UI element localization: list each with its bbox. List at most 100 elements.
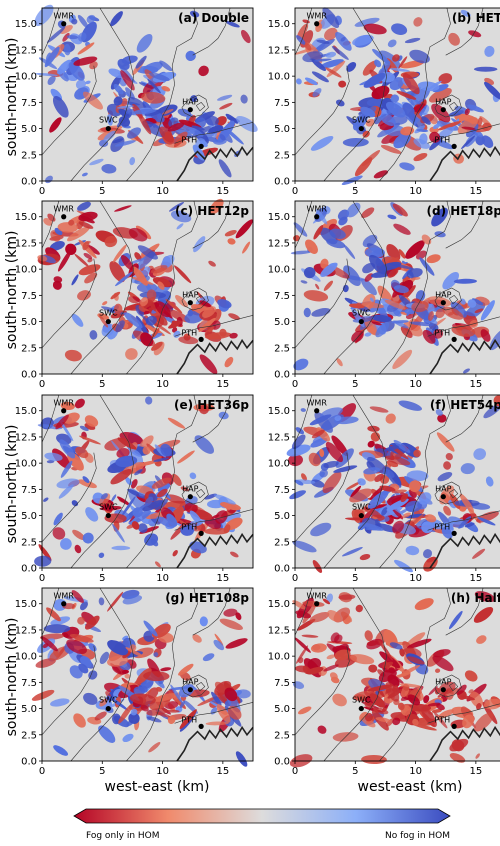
x-tick-label: 0 [39,379,45,390]
y-tick-label: 0.0 [274,757,290,768]
y-tick-label: 10.0 [15,265,37,276]
fog-only-hom-patch [302,600,325,607]
fog-only-hom-patch [327,610,341,622]
fog-only-hom-patch [49,117,62,133]
no-fog-hom-patch [218,159,232,178]
fog-only-hom-patch [311,429,325,439]
terrain-contour [294,7,313,56]
no-fog-hom-patch [132,507,143,518]
fog-only-hom-patch [325,67,342,78]
no-fog-hom-patch [46,459,55,464]
no-fog-hom-patch [323,460,339,469]
no-fog-hom-patch [313,58,332,62]
fog-only-hom-patch [68,219,75,226]
no-fog-hom-patch [101,164,117,174]
no-fog-hom-patch [34,555,52,567]
ylabel-row-2: south-north (km) [4,231,20,350]
fog-only-hom-patch [468,30,482,38]
fog-only-hom-patch [319,448,325,457]
panel-title: (f) HET54p [430,398,500,412]
fog-only-hom-patch [124,673,131,679]
fog-only-hom-patch [421,234,432,245]
fog-only-hom-patch [426,556,436,563]
fog-only-hom-patch [413,153,428,162]
fog-only-hom-patch [322,598,331,605]
y-tick-label: 7.5 [274,291,290,302]
no-fog-hom-patch [130,708,138,716]
fog-only-hom-patch [115,98,128,113]
fog-only-hom-patch [460,695,475,701]
no-fog-hom-patch [217,94,233,101]
x-tick-label: 10 [156,186,169,197]
no-fog-hom-patch [114,140,136,147]
terrain-contour [427,703,500,724]
no-fog-hom-patch [111,494,117,502]
fog-only-hom-patch [134,252,142,261]
fog-only-hom-patch [152,277,171,287]
coastline [176,725,254,762]
terrain-contour [192,587,231,636]
site-label: SWC [352,503,371,512]
y-tick-label: 0.0 [21,370,37,381]
fog-only-hom-patch [428,87,452,103]
y-tick-label: 5.0 [21,124,37,135]
no-fog-hom-patch [391,23,408,35]
no-fog-hom-patch [363,72,386,88]
panel-frame [294,7,500,182]
coastline [429,145,500,182]
fog-only-hom-patch [364,713,374,722]
site-label: SWC [99,503,118,512]
y-tick-label: 5.0 [21,704,37,715]
terrain-contour [41,452,97,542]
fog-only-hom-patch [474,308,484,314]
y-tick-label: 7.5 [21,678,37,689]
fog-difference-patches [34,396,243,568]
no-fog-hom-patch [346,61,357,72]
x-tick-label: 0 [39,766,45,777]
x-tick-label: 5 [99,186,105,197]
no-fog-hom-patch [217,299,232,309]
fog-only-hom-patch [292,600,306,610]
fog-only-hom-patch [55,414,69,430]
fog-difference-patches [290,202,500,374]
no-fog-hom-patch [431,207,448,227]
fog-only-hom-patch [435,308,445,319]
no-fog-hom-patch [88,670,98,680]
site-label: SWC [99,116,118,125]
y-tick-label: 10.0 [268,72,290,83]
fog-only-hom-patch [320,258,329,269]
no-fog-hom-patch [286,444,311,457]
y-tick-label: 2.5 [274,537,290,548]
fog-only-hom-patch [338,594,356,600]
fog-only-hom-patch [230,551,239,558]
fog-only-hom-patch [154,561,161,568]
fog-only-hom-patch [199,354,218,375]
terrain-contour [294,394,313,443]
no-fog-hom-patch [341,175,363,186]
no-fog-hom-patch [303,307,311,318]
no-fog-hom-patch [121,496,136,517]
no-fog-hom-patch [100,493,108,500]
site-label: HAP [182,485,198,494]
x-tick-label: 15 [469,186,482,197]
no-fog-hom-patch [387,214,397,220]
no-fog-hom-patch [304,77,318,86]
no-fog-hom-patch [435,409,443,416]
fog-only-hom-patch [74,544,82,554]
no-fog-hom-patch [432,123,441,130]
fog-only-hom-patch [336,358,343,367]
site-marker [105,318,111,325]
fog-only-hom-patch [86,244,100,255]
fog-only-hom-patch [371,85,390,100]
fog-only-hom-patch [198,65,209,77]
no-fog-hom-patch [189,10,200,18]
fog-only-hom-patch [349,488,373,503]
fog-only-hom-patch [40,636,58,652]
terrain-contour [196,102,206,112]
fog-only-hom-patch [406,638,432,649]
fog-only-hom-patch [461,126,476,130]
x-tick-label: 5 [352,573,358,584]
fog-only-hom-patch [443,505,452,516]
no-fog-hom-patch [121,61,132,67]
no-fog-hom-patch [322,7,340,29]
